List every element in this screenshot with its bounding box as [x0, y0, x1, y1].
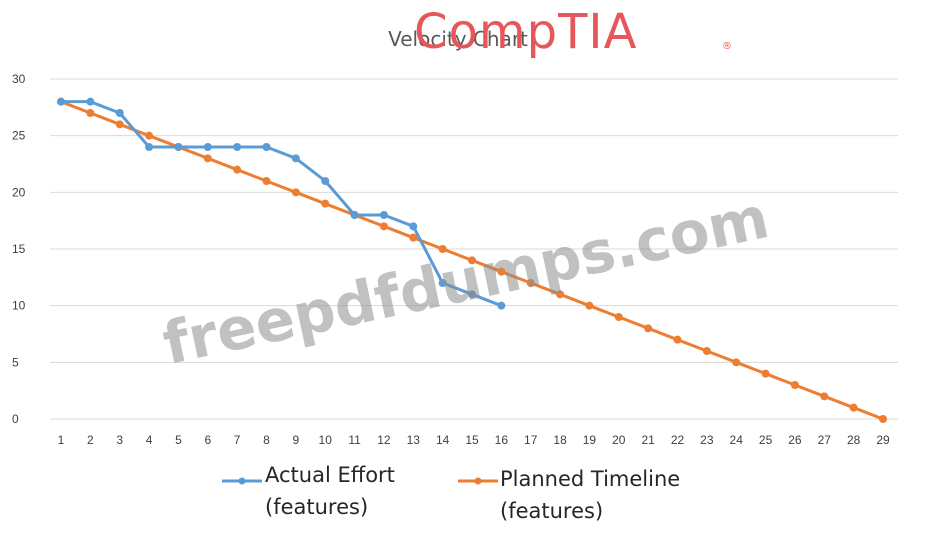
series-line-actual [59, 100, 503, 308]
y-tick-label-25: 25 [12, 129, 26, 143]
x-tick-label-26: 26 [788, 433, 802, 447]
data-point-planned-28 [849, 403, 858, 412]
watermark-text: freepdfdumps.com [157, 183, 774, 378]
data-point-planned-14 [438, 245, 447, 253]
series-layer [57, 97, 887, 423]
data-point-actual-2 [86, 97, 95, 106]
data-point-planned-4 [145, 131, 154, 140]
x-tick-label-24: 24 [730, 433, 744, 447]
data-point-planned-12 [379, 222, 388, 231]
data-point-actual-13 [409, 222, 418, 231]
data-point-actual-1 [57, 97, 65, 106]
x-tick-label-2: 2 [87, 433, 94, 447]
x-tick-label-12: 12 [377, 433, 391, 447]
data-point-planned-2 [86, 109, 95, 117]
data-point-planned-19 [585, 301, 594, 310]
data-point-planned-21 [644, 324, 653, 333]
registered-mark: ® [722, 41, 732, 52]
x-tick-label-19: 19 [583, 433, 597, 447]
x-tick-label-1: 1 [58, 433, 65, 447]
x-tick-label-21: 21 [641, 433, 655, 447]
y-tick-label-30: 30 [12, 72, 26, 86]
x-tick-label-29: 29 [876, 433, 890, 447]
data-point-planned-15 [468, 256, 476, 265]
data-point-planned-8 [262, 177, 271, 185]
data-point-actual-14 [438, 279, 447, 287]
x-tick-label-7: 7 [234, 433, 241, 447]
y-tick-label-5: 5 [12, 355, 19, 369]
x-tick-label-17: 17 [524, 433, 538, 447]
y-axis-ticks: 0 5 10 15 20 25 30 [12, 72, 26, 426]
y-tick-label-20: 20 [12, 185, 26, 199]
y-tick-label-10: 10 [12, 299, 26, 313]
data-point-actual-9 [291, 154, 300, 163]
gridlines [50, 78, 898, 420]
legend-label-planned-line1: Planned Timeline [500, 467, 680, 491]
x-tick-label-13: 13 [407, 433, 421, 447]
x-tick-label-9: 9 [293, 433, 300, 447]
data-point-actual-10 [321, 177, 330, 185]
data-point-planned-9 [291, 188, 300, 197]
x-tick-label-25: 25 [759, 433, 773, 447]
data-point-planned-22 [673, 335, 682, 344]
x-tick-label-22: 22 [671, 433, 685, 447]
x-tick-label-27: 27 [818, 433, 832, 447]
x-tick-label-3: 3 [116, 433, 123, 447]
data-point-planned-3 [115, 120, 124, 129]
x-tick-label-14: 14 [436, 433, 450, 447]
x-tick-label-18: 18 [553, 433, 567, 447]
data-point-planned-18 [556, 290, 565, 299]
data-point-planned-24 [732, 358, 741, 367]
data-point-actual-12 [379, 211, 388, 219]
x-tick-label-4: 4 [146, 433, 153, 447]
legend-label-actual-line2: (features) [265, 495, 368, 519]
chart-title: Velocity Chart [388, 27, 528, 51]
data-point-planned-10 [321, 199, 330, 208]
data-point-actual-5 [174, 143, 183, 151]
x-tick-label-8: 8 [263, 433, 270, 447]
data-point-actual-6 [203, 143, 212, 151]
x-tick-label-15: 15 [465, 433, 479, 447]
x-tick-label-20: 20 [612, 433, 626, 447]
data-point-planned-25 [761, 369, 770, 378]
x-tick-label-16: 16 [495, 433, 509, 447]
legend-label-actual-line1: Actual Effort [265, 463, 395, 487]
data-point-planned-26 [790, 381, 799, 389]
comptia-logo: CompTIA [414, 4, 637, 60]
data-point-planned-29 [879, 415, 887, 423]
x-tick-label-23: 23 [700, 433, 714, 447]
data-point-planned-23 [702, 347, 711, 355]
data-point-planned-17 [526, 279, 535, 287]
data-point-planned-20 [614, 313, 623, 321]
data-point-actual-3 [115, 109, 124, 117]
data-point-planned-6 [203, 154, 212, 163]
x-axis-ticks: 1 2 3 4 5 6 7 8 9 10 11 12 13 14 15 16 17 18 19 20 21 22 23 24 2… [58, 433, 890, 447]
legend-label-planned-line2: (features) [500, 499, 603, 523]
x-tick-label-11: 11 [348, 433, 361, 447]
data-point-actual-15 [468, 290, 476, 299]
legend-marker-actual [238, 477, 246, 485]
data-point-planned-27 [820, 392, 829, 401]
data-point-actual-8 [262, 143, 271, 151]
y-tick-label-0: 0 [12, 412, 19, 426]
data-point-planned-7 [233, 165, 242, 174]
data-point-actual-16 [497, 301, 506, 310]
x-tick-label-6: 6 [204, 433, 211, 447]
data-point-planned-13 [409, 233, 418, 242]
legend: Actual Effort (features) Planned Timelin… [222, 463, 680, 523]
legend-marker-planned [474, 477, 482, 485]
data-point-actual-11 [350, 211, 359, 219]
data-point-actual-4 [145, 143, 154, 151]
data-point-actual-7 [233, 143, 242, 151]
x-tick-label-28: 28 [847, 433, 861, 447]
y-tick-label-15: 15 [12, 242, 26, 256]
data-point-planned-16 [497, 267, 506, 276]
x-tick-label-10: 10 [319, 433, 333, 447]
x-tick-label-5: 5 [175, 433, 182, 447]
